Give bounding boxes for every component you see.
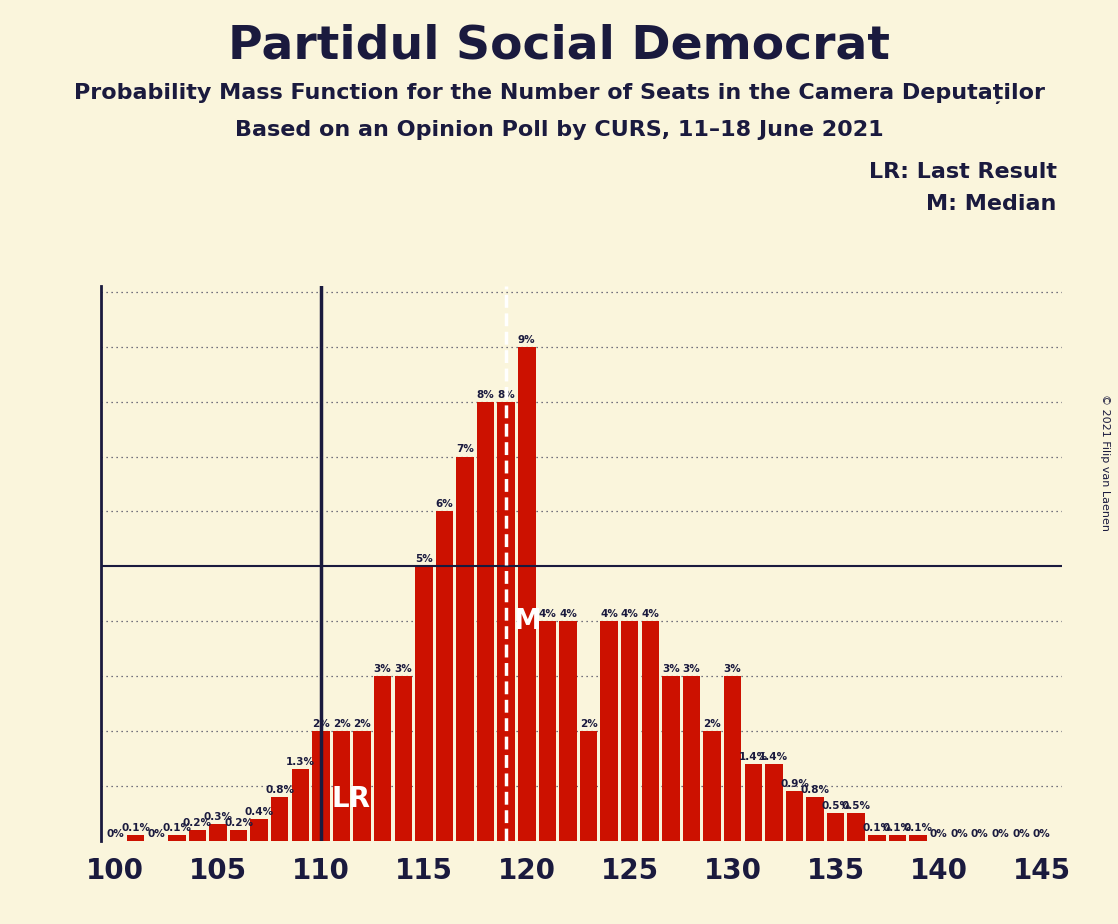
Text: 6%: 6% — [436, 499, 453, 509]
Text: 2%: 2% — [703, 719, 721, 729]
Text: 0%: 0% — [106, 829, 124, 839]
Text: 9%: 9% — [518, 334, 536, 345]
Text: 0.1%: 0.1% — [862, 823, 891, 833]
Text: 3%: 3% — [723, 664, 741, 674]
Bar — [498, 402, 515, 841]
Text: 2%: 2% — [333, 719, 350, 729]
Bar — [724, 676, 741, 841]
Bar — [271, 796, 288, 841]
Bar — [868, 835, 885, 841]
Bar — [620, 621, 638, 841]
Bar — [806, 796, 824, 841]
Text: 4%: 4% — [642, 609, 660, 619]
Text: 1.4%: 1.4% — [739, 752, 768, 761]
Bar — [683, 676, 700, 841]
Text: Partidul Social Democrat: Partidul Social Democrat — [228, 23, 890, 68]
Text: 0.5%: 0.5% — [821, 801, 850, 811]
Bar — [518, 346, 536, 841]
Text: 0.2%: 0.2% — [183, 818, 212, 828]
Text: 4%: 4% — [539, 609, 557, 619]
Text: 0.1%: 0.1% — [162, 823, 191, 833]
Text: 5%: 5% — [415, 554, 433, 565]
Text: 2%: 2% — [312, 719, 330, 729]
Bar — [456, 456, 474, 841]
Bar — [827, 813, 844, 841]
Bar — [889, 835, 907, 841]
Bar — [745, 764, 762, 841]
Text: © 2021 Filip van Laenen: © 2021 Filip van Laenen — [1100, 394, 1109, 530]
Text: LR: LR — [331, 785, 370, 813]
Text: 4%: 4% — [620, 609, 638, 619]
Bar — [230, 830, 247, 841]
Text: 0.5%: 0.5% — [842, 801, 871, 811]
Text: M: Median: M: Median — [926, 194, 1057, 214]
Text: 0.2%: 0.2% — [224, 818, 253, 828]
Bar — [642, 621, 660, 841]
Bar — [395, 676, 413, 841]
Bar — [333, 731, 350, 841]
Text: 3%: 3% — [373, 664, 391, 674]
Text: 1.3%: 1.3% — [286, 758, 315, 767]
Text: 0.1%: 0.1% — [121, 823, 150, 833]
Bar — [373, 676, 391, 841]
Text: 0%: 0% — [1033, 829, 1051, 839]
Bar — [250, 819, 268, 841]
Bar — [126, 835, 144, 841]
Text: 0%: 0% — [970, 829, 988, 839]
Bar — [353, 731, 371, 841]
Bar — [477, 402, 494, 841]
Text: Probability Mass Function for the Number of Seats in the Camera Deputaților: Probability Mass Function for the Number… — [74, 83, 1044, 104]
Text: 1.4%: 1.4% — [759, 752, 788, 761]
Text: 0.9%: 0.9% — [780, 779, 809, 789]
Text: 0%: 0% — [148, 829, 165, 839]
Text: Based on an Opinion Poll by CURS, 11–18 June 2021: Based on an Opinion Poll by CURS, 11–18 … — [235, 120, 883, 140]
Bar — [168, 835, 186, 841]
Text: 0.4%: 0.4% — [245, 807, 274, 817]
Bar — [847, 813, 865, 841]
Text: 0%: 0% — [992, 829, 1010, 839]
Text: 3%: 3% — [683, 664, 700, 674]
Bar — [415, 566, 433, 841]
Text: 0%: 0% — [1012, 829, 1030, 839]
Text: 3%: 3% — [662, 664, 680, 674]
Bar — [703, 731, 721, 841]
Text: 0%: 0% — [950, 829, 968, 839]
Bar — [662, 676, 680, 841]
Text: 4%: 4% — [600, 609, 618, 619]
Text: 4%: 4% — [559, 609, 577, 619]
Bar — [312, 731, 330, 841]
Text: 2%: 2% — [580, 719, 597, 729]
Bar — [539, 621, 556, 841]
Text: 0.8%: 0.8% — [265, 784, 294, 795]
Bar — [189, 830, 206, 841]
Bar — [786, 792, 803, 841]
Text: 0.3%: 0.3% — [203, 812, 233, 822]
Bar — [209, 824, 227, 841]
Text: 8%: 8% — [498, 390, 515, 399]
Text: 0.1%: 0.1% — [883, 823, 912, 833]
Bar — [292, 770, 309, 841]
Bar — [580, 731, 597, 841]
Bar — [909, 835, 927, 841]
Text: M: M — [513, 607, 541, 636]
Text: 0.1%: 0.1% — [903, 823, 932, 833]
Text: 2%: 2% — [353, 719, 371, 729]
Text: 3%: 3% — [395, 664, 413, 674]
Text: 0.8%: 0.8% — [800, 784, 830, 795]
Bar — [600, 621, 618, 841]
Bar — [559, 621, 577, 841]
Text: 8%: 8% — [476, 390, 494, 399]
Text: 7%: 7% — [456, 444, 474, 455]
Bar — [436, 512, 453, 841]
Text: 0%: 0% — [930, 829, 947, 839]
Text: LR: Last Result: LR: Last Result — [869, 162, 1057, 182]
Bar — [765, 764, 783, 841]
